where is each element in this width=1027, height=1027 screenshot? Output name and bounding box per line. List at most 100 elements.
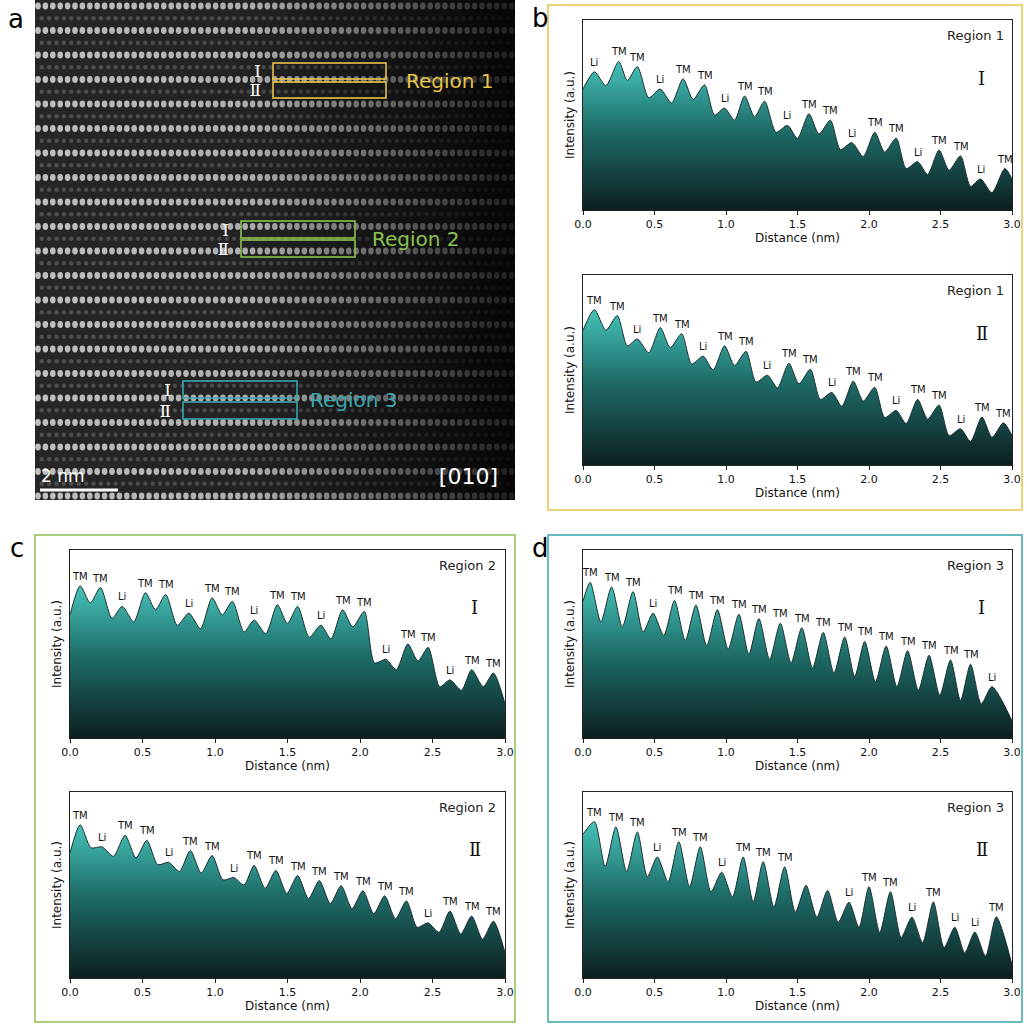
svg-text:2.5: 2.5 bbox=[932, 746, 950, 759]
svg-text:TM: TM bbox=[604, 572, 620, 583]
svg-text:Distance (nm): Distance (nm) bbox=[245, 999, 330, 1013]
svg-text:3.0: 3.0 bbox=[1003, 218, 1021, 231]
svg-text:1.0: 1.0 bbox=[206, 986, 224, 999]
svg-text:TM: TM bbox=[117, 820, 133, 831]
svg-text:Region 3: Region 3 bbox=[947, 800, 1004, 815]
svg-text:TM: TM bbox=[974, 402, 990, 413]
svg-text:TM: TM bbox=[802, 354, 818, 365]
svg-text:TM: TM bbox=[629, 52, 645, 63]
svg-text:TM: TM bbox=[72, 810, 88, 821]
svg-text:0.0: 0.0 bbox=[61, 746, 79, 759]
svg-text:TM: TM bbox=[755, 847, 771, 858]
svg-text:TM: TM bbox=[139, 825, 155, 836]
svg-text:[010]: [010] bbox=[439, 464, 498, 489]
svg-text:Ⅰ: Ⅰ bbox=[471, 597, 478, 618]
svg-text:TM: TM bbox=[757, 86, 773, 97]
svg-text:TM: TM bbox=[204, 841, 220, 852]
svg-text:Ⅰ: Ⅰ bbox=[164, 380, 171, 400]
svg-text:Li: Li bbox=[250, 605, 258, 616]
svg-text:c: c bbox=[10, 533, 24, 563]
svg-text:TM: TM bbox=[586, 295, 602, 306]
svg-text:Region 2: Region 2 bbox=[439, 558, 496, 573]
svg-text:Li: Li bbox=[845, 887, 853, 898]
svg-text:TM: TM bbox=[688, 590, 704, 601]
svg-text:Ⅱ: Ⅱ bbox=[469, 839, 481, 860]
svg-text:Li: Li bbox=[951, 912, 959, 923]
svg-text:TM: TM bbox=[671, 827, 687, 838]
svg-text:TM: TM bbox=[674, 319, 690, 330]
svg-text:TM: TM bbox=[751, 604, 767, 615]
svg-text:Li: Li bbox=[446, 665, 454, 676]
svg-text:Distance (nm): Distance (nm) bbox=[755, 231, 840, 245]
svg-text:TM: TM bbox=[801, 99, 817, 110]
svg-text:TM: TM bbox=[822, 105, 838, 116]
svg-text:TM: TM bbox=[582, 567, 598, 578]
svg-text:0.5: 0.5 bbox=[646, 986, 664, 999]
svg-text:3.0: 3.0 bbox=[1003, 986, 1021, 999]
svg-text:TM: TM bbox=[697, 70, 713, 81]
svg-text:TM: TM bbox=[611, 46, 627, 57]
svg-text:Ⅰ: Ⅰ bbox=[254, 61, 261, 81]
svg-text:TM: TM bbox=[356, 597, 372, 608]
svg-text:Li: Li bbox=[892, 395, 900, 406]
svg-text:Li: Li bbox=[230, 863, 238, 874]
svg-text:TM: TM bbox=[777, 852, 793, 863]
svg-text:TM: TM bbox=[290, 591, 306, 602]
svg-text:TM: TM bbox=[290, 861, 306, 872]
svg-text:2.5: 2.5 bbox=[424, 746, 442, 759]
svg-text:TM: TM bbox=[268, 855, 284, 866]
svg-text:TM: TM bbox=[485, 906, 501, 917]
svg-text:TM: TM bbox=[997, 154, 1013, 165]
svg-text:Li: Li bbox=[633, 324, 641, 335]
svg-text:TM: TM bbox=[953, 141, 969, 152]
svg-text:0.5: 0.5 bbox=[646, 473, 664, 486]
svg-text:TM: TM bbox=[400, 629, 416, 640]
svg-text:Distance (nm): Distance (nm) bbox=[755, 486, 840, 500]
svg-text:0.5: 0.5 bbox=[646, 218, 664, 231]
svg-text:TM: TM bbox=[224, 586, 240, 597]
svg-text:2.0: 2.0 bbox=[860, 746, 878, 759]
svg-text:Li: Li bbox=[98, 832, 106, 843]
svg-text:TM: TM bbox=[931, 390, 947, 401]
svg-text:2.5: 2.5 bbox=[932, 473, 950, 486]
svg-text:Li: Li bbox=[977, 164, 985, 175]
svg-text:0.0: 0.0 bbox=[574, 746, 592, 759]
svg-text:Li: Li bbox=[382, 644, 390, 655]
svg-text:0.5: 0.5 bbox=[134, 746, 152, 759]
svg-text:TM: TM bbox=[137, 578, 153, 589]
svg-text:Intensity (a.u.): Intensity (a.u.) bbox=[563, 841, 577, 929]
svg-text:TM: TM bbox=[988, 902, 1004, 913]
svg-text:Intensity (a.u.): Intensity (a.u.) bbox=[50, 841, 64, 929]
svg-text:TM: TM bbox=[652, 313, 668, 324]
svg-text:Ⅱ: Ⅱ bbox=[217, 239, 229, 259]
svg-text:TM: TM bbox=[311, 866, 327, 877]
svg-text:TM: TM bbox=[246, 850, 262, 861]
svg-text:1.5: 1.5 bbox=[279, 746, 297, 759]
svg-text:2.5: 2.5 bbox=[932, 986, 950, 999]
svg-text:Distance (nm): Distance (nm) bbox=[245, 759, 330, 773]
svg-text:TM: TM bbox=[586, 807, 602, 818]
svg-text:1.5: 1.5 bbox=[789, 986, 807, 999]
svg-text:Li: Li bbox=[653, 842, 661, 853]
svg-text:TM: TM bbox=[867, 372, 883, 383]
svg-text:Li: Li bbox=[828, 377, 836, 388]
svg-text:TM: TM bbox=[608, 812, 624, 823]
svg-text:TM: TM bbox=[837, 622, 853, 633]
svg-text:Region 1: Region 1 bbox=[947, 283, 1004, 298]
svg-text:TM: TM bbox=[910, 384, 926, 395]
svg-text:Li: Li bbox=[908, 902, 916, 913]
svg-text:Li: Li bbox=[971, 917, 979, 928]
svg-text:Intensity (a.u.): Intensity (a.u.) bbox=[563, 71, 577, 159]
svg-text:TM: TM bbox=[692, 832, 708, 843]
svg-text:1.5: 1.5 bbox=[789, 218, 807, 231]
svg-text:Region 1: Region 1 bbox=[406, 69, 494, 93]
svg-text:Li: Li bbox=[914, 147, 922, 158]
svg-text:Li: Li bbox=[185, 598, 193, 609]
svg-text:Li: Li bbox=[165, 847, 173, 858]
svg-text:2.0: 2.0 bbox=[860, 986, 878, 999]
svg-text:Li: Li bbox=[118, 591, 126, 602]
svg-text:TM: TM bbox=[158, 579, 174, 590]
svg-text:Region 2: Region 2 bbox=[372, 227, 460, 251]
svg-text:3.0: 3.0 bbox=[1003, 473, 1021, 486]
svg-text:TM: TM bbox=[485, 658, 501, 669]
